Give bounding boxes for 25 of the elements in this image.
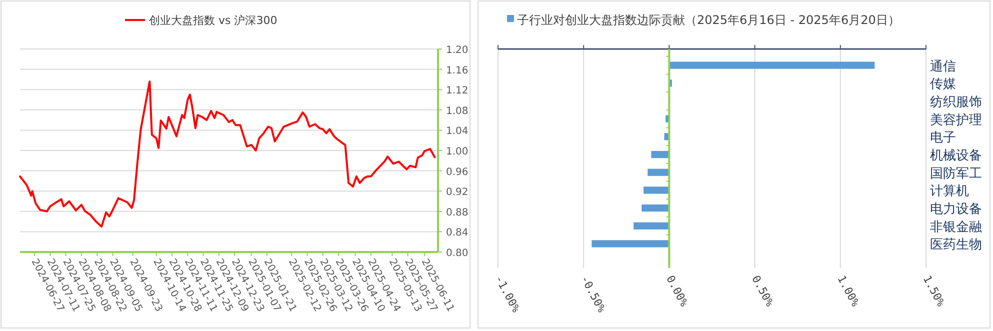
y-tick-label: 电力设备 — [930, 202, 982, 218]
y-tick-label: 国防军工 — [930, 166, 982, 182]
y-tick-label: 医药生物 — [930, 238, 982, 253]
line-series — [19, 80, 436, 228]
y-tick-label: 0.84 — [446, 228, 468, 239]
legend-label: 创业大盘指数 vs 沪深300 — [149, 14, 278, 27]
legend-label: 子行业对创业大盘指数边际贡献（2025年6月16日 - 2025年6月20日） — [517, 13, 900, 27]
y-tick-label: 0.80 — [446, 248, 468, 259]
y-tick-label: 1.20 — [446, 45, 468, 56]
y-tick-label: 1.00 — [446, 146, 468, 158]
y-tick-label: 1.16 — [446, 65, 468, 76]
y-tick-label: 计算机 — [930, 184, 969, 200]
y-tick-label: 1.08 — [446, 106, 468, 117]
y-tick-label: 美容护理 — [930, 112, 982, 128]
y-tick-label: 纺织服饰 — [930, 94, 982, 110]
y-tick-label: 1.12 — [446, 86, 468, 97]
y-tick-label: 机械设备 — [930, 148, 982, 164]
y-tick-label: 电子 — [930, 130, 956, 146]
y-tick-label: 0.96 — [446, 166, 468, 178]
y-tick-label: 0.88 — [446, 207, 468, 218]
y-tick-label: 传媒 — [930, 77, 956, 92]
y-tick-label: 0.92 — [446, 187, 468, 198]
y-tick-label: 非银金融 — [930, 220, 982, 235]
y-tick-label: 通信 — [930, 59, 956, 74]
y-tick-label: 1.04 — [446, 126, 468, 138]
